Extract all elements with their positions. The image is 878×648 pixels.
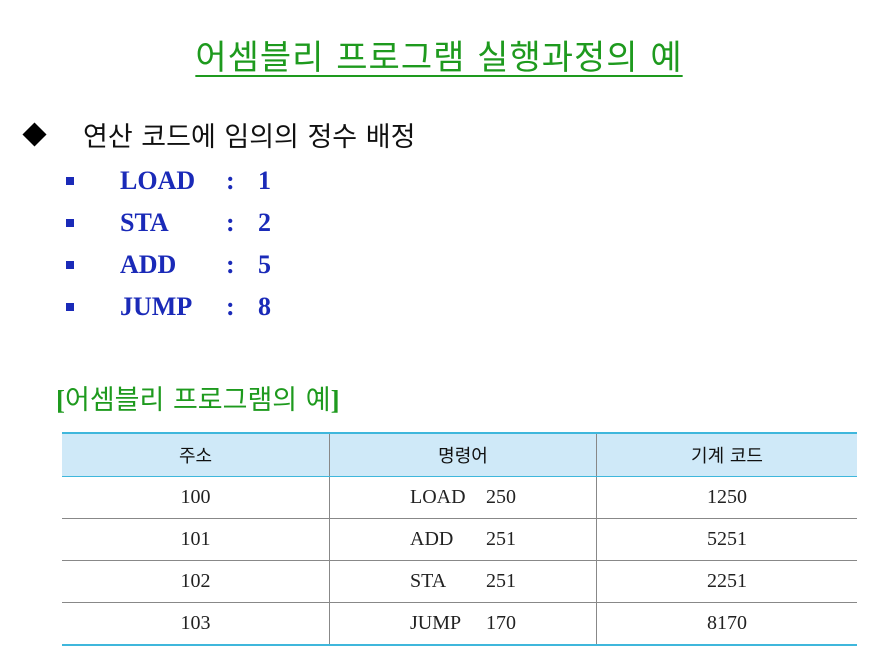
instruction-cell: STA 251 bbox=[329, 560, 597, 603]
column-header-machine-code: 기계 코드 bbox=[596, 432, 857, 477]
diamond-bullet-icon bbox=[22, 122, 47, 147]
opcode-name: LOAD bbox=[120, 166, 196, 195]
list-item: STA : 2 bbox=[66, 202, 271, 244]
square-bullet-icon bbox=[66, 177, 74, 185]
column-header-instruction: 명령어 bbox=[329, 432, 597, 477]
example-title: [어셈블리 프로그램의 예] bbox=[56, 378, 340, 417]
square-bullet-icon bbox=[66, 219, 74, 227]
opcode-value: 1 bbox=[258, 166, 271, 195]
opcode-colon: : bbox=[226, 292, 235, 321]
instruction-operand: 251 bbox=[486, 528, 516, 550]
address-cell: 100 bbox=[62, 476, 330, 519]
opcode-name: JUMP bbox=[120, 292, 193, 321]
opcode-name: ADD bbox=[120, 250, 177, 279]
table-header-row: 주소 명령어 기계 코드 bbox=[62, 432, 857, 477]
instruction-cell: ADD 251 bbox=[329, 518, 597, 561]
instruction-op: LOAD bbox=[410, 486, 466, 508]
table-row: 102 STA 251 2251 bbox=[62, 560, 857, 603]
example-title-open-bracket: [ bbox=[56, 385, 65, 415]
page-title: 어셈블리 프로그램 실행과정의 예 bbox=[195, 38, 683, 78]
machine-code-cell: 5251 bbox=[596, 518, 857, 561]
column-header-address: 주소 bbox=[62, 432, 330, 477]
instruction-op: JUMP bbox=[410, 612, 462, 634]
machine-code-cell: 1250 bbox=[596, 476, 857, 519]
opcode-list: LOAD : 1 STA : 2 ADD : 5 JUMP : 8 bbox=[66, 160, 271, 328]
instruction-cell: LOAD 250 bbox=[329, 476, 597, 519]
address-cell: 101 bbox=[62, 518, 330, 561]
square-bullet-icon bbox=[66, 261, 74, 269]
instruction-operand: 251 bbox=[486, 570, 516, 592]
table-row: 103 JUMP 170 8170 bbox=[62, 602, 857, 646]
example-title-text: 어셈블리 프로그램의 예 bbox=[65, 385, 331, 416]
opcode-colon: : bbox=[226, 166, 235, 195]
machine-code-cell: 2251 bbox=[596, 560, 857, 603]
list-item: JUMP : 8 bbox=[66, 286, 271, 328]
instruction-op: STA bbox=[410, 570, 447, 592]
opcode-value: 8 bbox=[258, 292, 271, 321]
opcode-colon: : bbox=[226, 250, 235, 279]
address-cell: 103 bbox=[62, 602, 330, 646]
table-row: 101 ADD 251 5251 bbox=[62, 518, 857, 561]
square-bullet-icon bbox=[66, 303, 74, 311]
opcode-value: 5 bbox=[258, 250, 271, 279]
assembly-table: 주소 명령어 기계 코드 100 LOAD 250 1250 101 ADD 251… bbox=[62, 432, 857, 646]
list-item: LOAD : 1 bbox=[66, 160, 271, 202]
instruction-op: ADD bbox=[410, 528, 454, 550]
opcode-colon: : bbox=[226, 208, 235, 237]
table-row: 100 LOAD 250 1250 bbox=[62, 476, 857, 519]
example-title-close-bracket: ] bbox=[330, 385, 340, 415]
machine-code-cell: 8170 bbox=[596, 602, 857, 646]
instruction-operand: 170 bbox=[486, 612, 516, 634]
opcode-value: 2 bbox=[258, 208, 271, 237]
list-item: ADD : 5 bbox=[66, 244, 271, 286]
section-heading: 연산 코드에 임의의 정수 배정 bbox=[22, 115, 415, 154]
opcode-name: STA bbox=[120, 208, 169, 237]
instruction-cell: JUMP 170 bbox=[329, 602, 597, 646]
address-cell: 102 bbox=[62, 560, 330, 603]
section-heading-text: 연산 코드에 임의의 정수 배정 bbox=[83, 122, 416, 153]
instruction-operand: 250 bbox=[486, 486, 516, 508]
